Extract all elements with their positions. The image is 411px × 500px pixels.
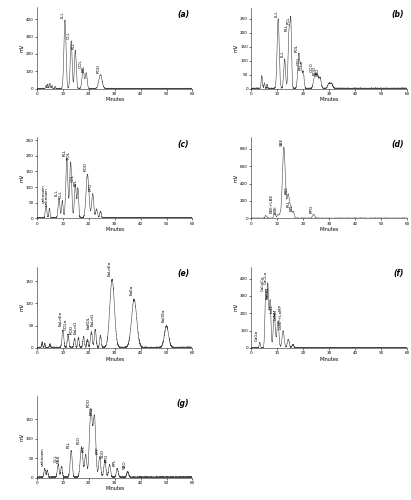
Text: PPL: PPL (81, 444, 85, 452)
Text: PPL: PPL (82, 64, 85, 71)
X-axis label: Minutes: Minutes (105, 356, 125, 362)
Text: OLL: OLL (54, 454, 58, 462)
Text: PBE: PBE (284, 186, 288, 194)
Text: OOLn: OOLn (64, 318, 67, 330)
Text: EaLnG: EaLnG (91, 313, 95, 326)
Text: PLL: PLL (72, 42, 75, 48)
Text: OLL: OLL (67, 32, 71, 39)
Text: SBO: SBO (123, 460, 127, 469)
Text: SOO: SOO (100, 449, 104, 458)
Text: unknown: unknown (45, 187, 48, 206)
Y-axis label: mV: mV (234, 303, 239, 312)
X-axis label: Minutes: Minutes (319, 356, 339, 362)
Text: (g): (g) (177, 399, 189, 408)
Text: POL: POL (295, 44, 299, 52)
X-axis label: Minutes: Minutes (319, 227, 339, 232)
Text: (f): (f) (393, 269, 404, 278)
Text: EaOEa: EaOEa (162, 308, 166, 322)
Text: CaGo: CaGo (255, 330, 259, 340)
Text: MLK: MLK (57, 455, 61, 464)
Text: PPL: PPL (113, 458, 117, 466)
Text: CaLaCo: CaLaCo (261, 276, 265, 291)
Y-axis label: mV: mV (19, 174, 24, 182)
Y-axis label: mV: mV (19, 44, 24, 52)
Text: (d): (d) (391, 140, 404, 148)
Text: OOL: OOL (79, 60, 82, 68)
Text: PPL: PPL (74, 179, 77, 186)
Text: PPO: PPO (105, 454, 109, 462)
Y-axis label: mV: mV (234, 44, 239, 52)
Text: LLL: LLL (61, 12, 65, 18)
Text: COL: COL (71, 174, 74, 182)
Text: POO: POO (83, 162, 88, 172)
Text: PPL: PPL (299, 62, 303, 70)
Text: LaNM: LaNM (273, 309, 277, 320)
X-axis label: Minutes: Minutes (105, 98, 125, 102)
Text: OOL: OOL (296, 56, 300, 64)
Text: POO: POO (97, 64, 100, 73)
X-axis label: Minutes: Minutes (319, 98, 339, 102)
Y-axis label: mV: mV (234, 174, 239, 182)
Text: PLL: PLL (63, 149, 67, 156)
Text: PPO: PPO (90, 407, 94, 415)
Text: SBE: SBE (280, 138, 284, 146)
Text: EaLnEn: EaLnEn (58, 311, 62, 326)
Text: (a): (a) (177, 10, 189, 19)
Text: LaLL: LaLL (270, 304, 274, 312)
Text: EaLnO: EaLnO (74, 321, 78, 334)
Text: POO: POO (86, 398, 90, 407)
Text: LLL: LLL (281, 50, 285, 57)
Text: EaKOL: EaKOL (87, 316, 91, 328)
Text: OLL: OLL (58, 190, 62, 198)
Text: LLL: LLL (55, 189, 59, 196)
Text: PLL: PLL (67, 441, 71, 448)
Text: OOO: OOO (310, 62, 314, 72)
Text: unknown: unknown (40, 447, 44, 466)
X-axis label: Minutes: Minutes (105, 227, 125, 232)
Text: EaLnEa: EaLnEa (108, 260, 112, 276)
Y-axis label: mV: mV (19, 433, 24, 441)
Text: POO: POO (70, 326, 74, 334)
Text: PLO: PLO (77, 436, 81, 444)
Text: PPO: PPO (309, 205, 314, 214)
Text: PPO: PPO (89, 182, 93, 191)
Text: POO: POO (313, 66, 317, 74)
Text: PPP: PPP (95, 446, 99, 454)
Text: LaMP+LaMP: LaMP+LaMP (278, 304, 282, 330)
Text: CaCLa: CaCLa (263, 271, 267, 284)
Text: LLL: LLL (274, 10, 278, 16)
Text: CaLa4: CaLa4 (266, 286, 270, 299)
Text: PLL: PLL (287, 200, 291, 207)
Text: (b): (b) (391, 10, 404, 19)
Text: EaEa: EaEa (129, 285, 134, 296)
Y-axis label: mV: mV (19, 303, 24, 312)
Text: OBE: OBE (273, 205, 277, 214)
Text: PPO: PPO (316, 68, 320, 76)
X-axis label: Minutes: Minutes (105, 486, 125, 492)
Text: PLL: PLL (285, 24, 289, 30)
Text: (c): (c) (178, 140, 189, 148)
Text: unknown: unknown (41, 184, 45, 203)
Text: (e): (e) (177, 269, 189, 278)
Text: PPL: PPL (289, 204, 293, 211)
Text: PCL: PCL (287, 16, 291, 24)
Text: POL: POL (67, 151, 71, 159)
Text: EEE+LBE: EEE+LBE (270, 194, 273, 212)
